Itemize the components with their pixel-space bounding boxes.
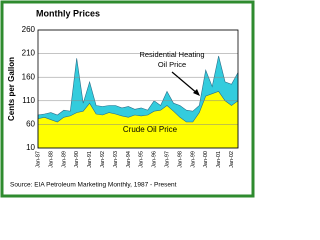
x-tick-label: Jan-89	[61, 151, 67, 168]
annotation: Residential Heating Oil Price	[139, 50, 204, 69]
x-tick-label: Jan-91	[87, 151, 93, 168]
y-tick-label: 110	[22, 96, 35, 105]
x-tick-label: Jan-88	[48, 151, 54, 168]
x-tick-label: Jan-92	[100, 151, 106, 168]
x-tick-label: Jan-01	[216, 151, 222, 168]
chart: Monthly Prices Cents per Gallon Source: …	[0, 0, 255, 198]
y-tick-label: 260	[22, 25, 36, 34]
x-tick-label: Jan-87	[35, 151, 41, 168]
source: Source: EIA Petroleum Marketing Monthly,…	[10, 182, 177, 189]
arrow-head	[193, 89, 200, 96]
x-tick-label: Jan-94	[126, 151, 132, 168]
y-tick-label: 160	[22, 72, 36, 81]
x-tick-label: Jan-96	[152, 151, 158, 168]
area	[37, 91, 239, 149]
chart-title: Monthly Prices	[36, 8, 100, 18]
x-tick-label: Jan-02	[229, 151, 235, 168]
annotation: Crude Oil Price	[123, 125, 178, 134]
x-tick-label: Jan-97	[164, 151, 170, 168]
plot-border	[37, 29, 239, 149]
x-tick-label: Jan-99	[190, 151, 196, 168]
y-tick-label: 60	[26, 120, 35, 129]
x-tick-label: Jan-95	[139, 151, 145, 168]
x-tick-label: Jan-90	[74, 151, 80, 168]
y-axis-label: Cents per Gallon	[7, 57, 16, 121]
y-tick-label: 210	[22, 49, 36, 58]
x-tick-label: Jan-93	[113, 151, 119, 168]
x-tick-label: Jan-98	[177, 151, 183, 168]
x-tick-label: Jan-00	[203, 151, 209, 168]
annotation-arrow	[171, 71, 199, 95]
y-tick-label: 10	[26, 143, 35, 152]
